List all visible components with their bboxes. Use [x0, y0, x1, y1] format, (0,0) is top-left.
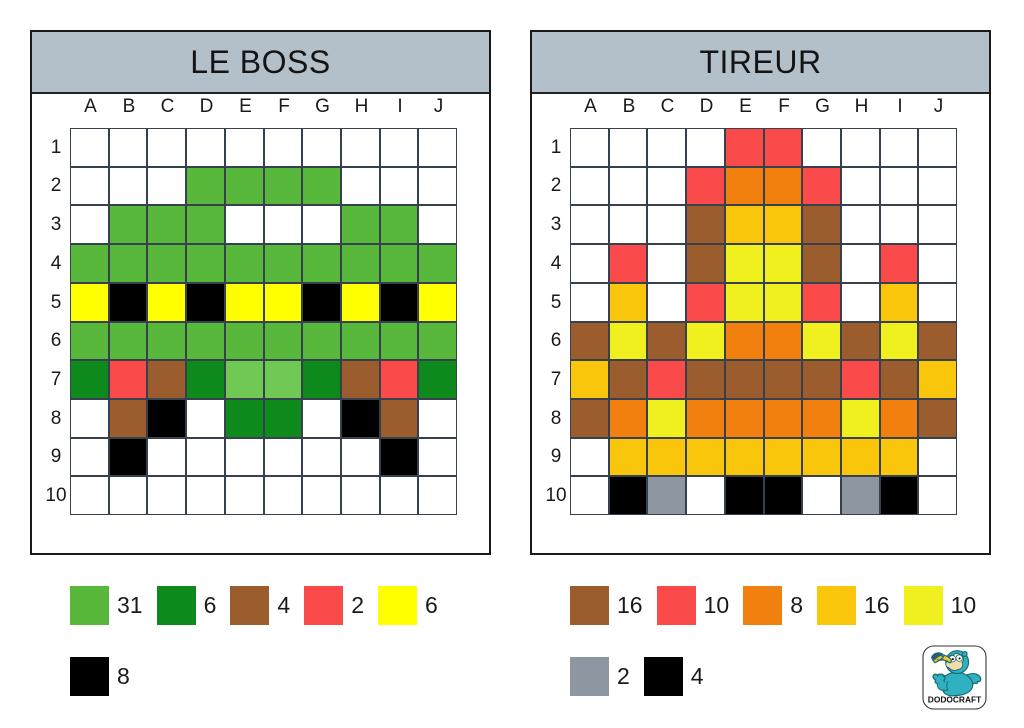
svg-text:DODOCRAFT: DODOCRAFT: [928, 694, 982, 704]
